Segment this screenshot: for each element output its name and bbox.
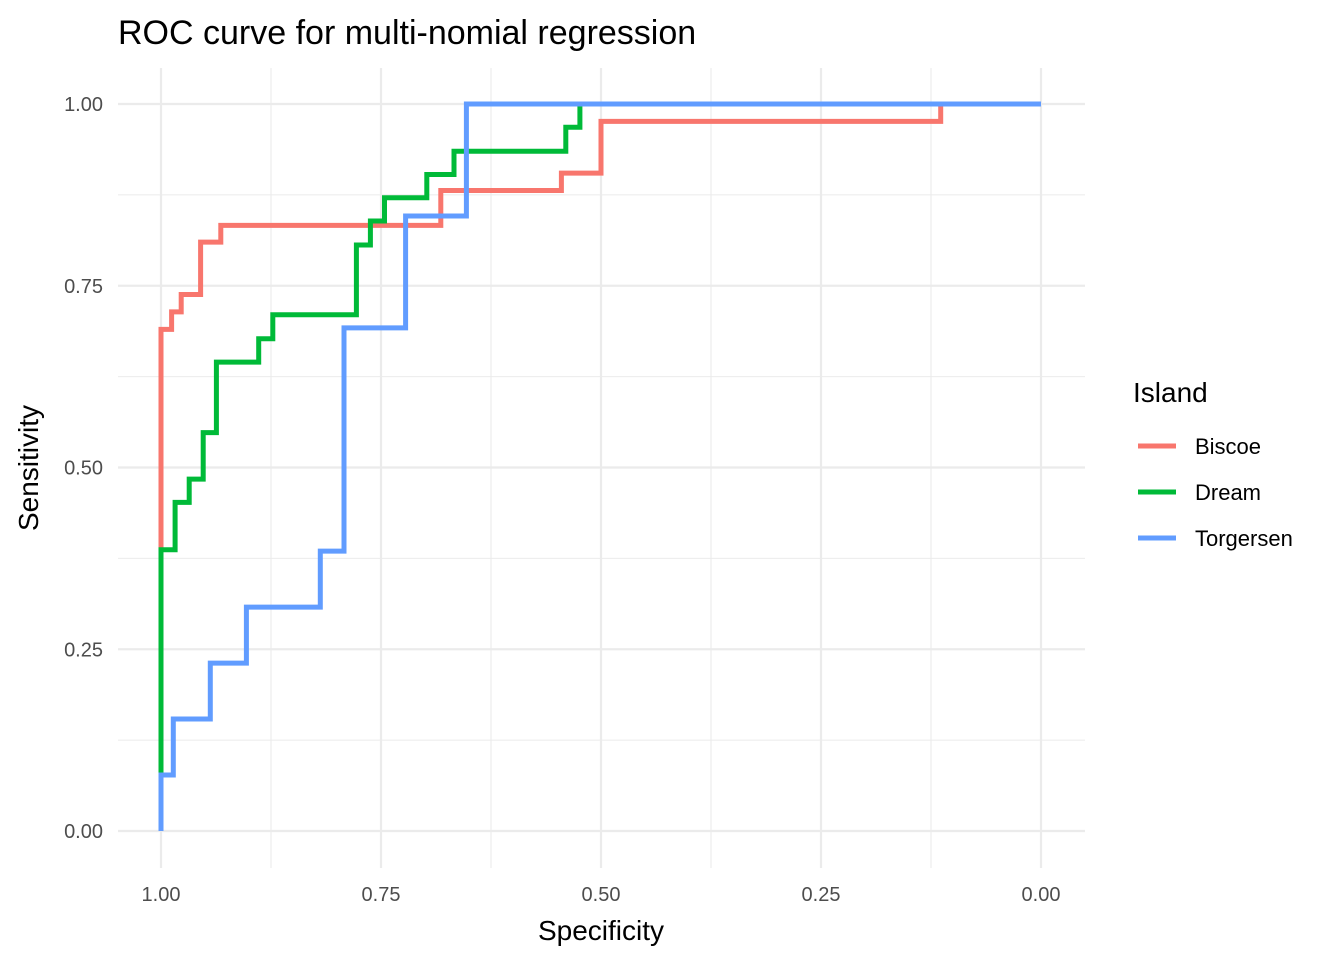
y-axis-title: Sensitivity — [13, 405, 44, 531]
y-tick-label: 0.25 — [64, 639, 103, 661]
legend-label: Dream — [1195, 480, 1261, 505]
series-layer — [158, 101, 1041, 831]
legend-label: Biscoe — [1195, 434, 1261, 459]
legend-title: Island — [1133, 377, 1208, 408]
x-axis-title: Specificity — [538, 915, 664, 946]
legend-item-dream: Dream — [1138, 480, 1261, 505]
series-line-biscoe — [158, 101, 1041, 831]
y-axis-ticks: 0.00 0.25 0.50 0.75 1.00 — [64, 94, 103, 843]
x-axis-ticks: 1.00 0.75 0.50 0.25 0.00 — [142, 884, 1061, 906]
y-tick-label: 0.00 — [64, 821, 103, 843]
legend: Island Biscoe Dream Torgersen — [1133, 377, 1293, 551]
x-tick-label: 0.25 — [802, 884, 841, 906]
x-tick-label: 0.50 — [582, 884, 621, 906]
series-line-dream — [158, 101, 1041, 831]
x-tick-label: 0.75 — [362, 884, 401, 906]
x-tick-label: 0.00 — [1022, 884, 1061, 906]
legend-label: Torgersen — [1195, 526, 1293, 551]
legend-item-biscoe: Biscoe — [1138, 434, 1261, 459]
series-line-torgersen — [158, 101, 1041, 831]
legend-item-torgersen: Torgersen — [1138, 526, 1293, 551]
x-tick-label: 1.00 — [142, 884, 181, 906]
y-tick-label: 0.75 — [64, 276, 103, 298]
y-tick-label: 0.50 — [64, 458, 103, 480]
plot-grid — [118, 68, 1085, 868]
chart-title: ROC curve for multi-nomial regression — [118, 14, 696, 52]
y-tick-label: 1.00 — [64, 94, 103, 116]
